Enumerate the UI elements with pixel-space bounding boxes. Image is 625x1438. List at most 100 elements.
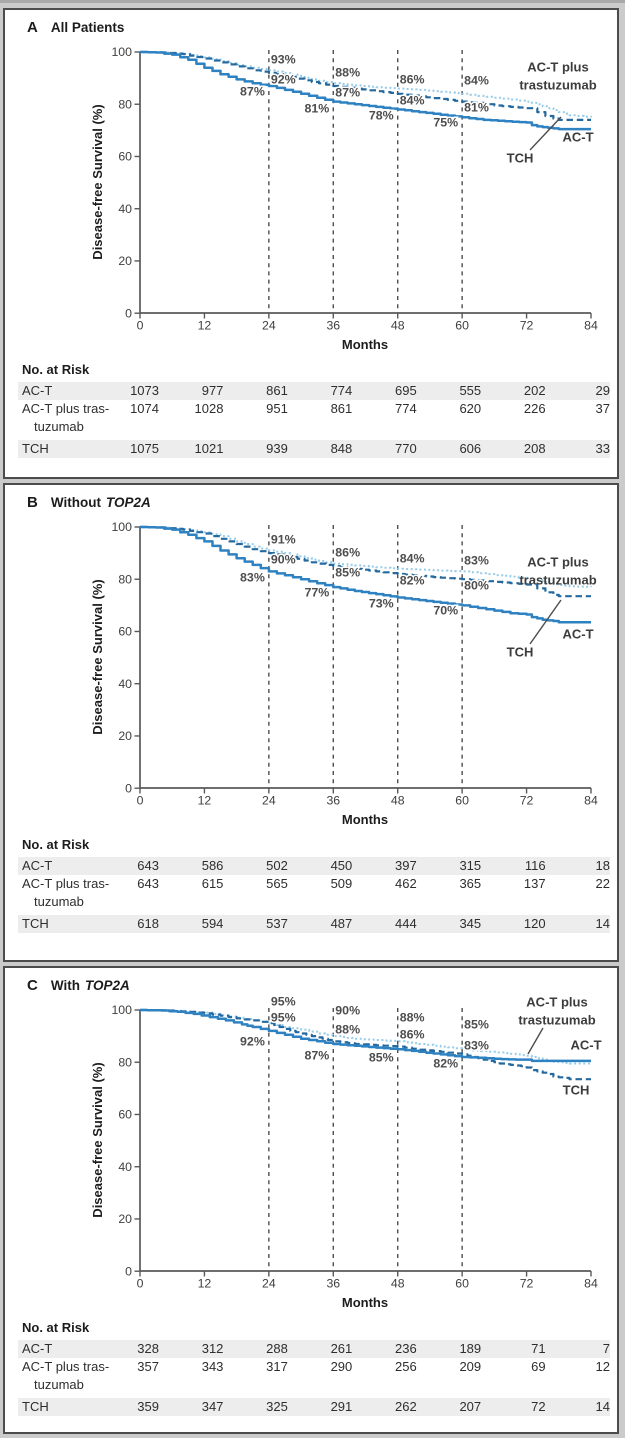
km-curve-tch [140, 525, 591, 598]
survival-pct-label: 83% [464, 553, 489, 567]
x-tick-label: 48 [391, 319, 405, 333]
curve-label: TCH [507, 151, 534, 166]
risk-row-label: tuzumab [34, 419, 84, 434]
risk-count: 502 [266, 858, 288, 873]
risk-count: 345 [459, 916, 482, 931]
y-tick-label: 60 [118, 150, 132, 164]
km-curve-tch [140, 50, 591, 121]
y-tick-label: 100 [111, 520, 132, 534]
survival-pct-label: 82% [400, 573, 425, 587]
panel-title-italic: TOP2A [84, 978, 130, 993]
risk-count: 14 [595, 916, 610, 931]
curve-label: TCH [507, 645, 534, 660]
panel-title-italic: TOP2A [105, 495, 151, 510]
risk-count: 256 [395, 1359, 417, 1374]
risk-row-label: TCH [22, 916, 49, 931]
risk-count: 620 [459, 401, 482, 416]
risk-count: 861 [330, 401, 353, 416]
risk-count: 262 [395, 1399, 417, 1414]
risk-count: 1074 [130, 401, 159, 416]
x-tick-label: 72 [520, 794, 534, 808]
risk-row-stripe [18, 382, 610, 400]
survival-pct-label: 90% [271, 552, 296, 566]
x-tick-label: 0 [137, 319, 144, 333]
risk-count: 226 [523, 401, 546, 416]
curve-pointer-line [529, 599, 562, 645]
y-axis-title: Disease-free Survival (%) [90, 104, 105, 259]
risk-row-label: AC-T [22, 858, 53, 873]
curve-label: AC-T [562, 130, 593, 145]
curve-pointer-line [527, 1027, 544, 1055]
risk-count: 14 [595, 1399, 610, 1414]
y-tick-label: 40 [118, 1160, 132, 1174]
panel-letter: C [27, 977, 38, 994]
y-tick-label: 60 [118, 1108, 132, 1122]
risk-count: 695 [395, 383, 417, 398]
risk-count: 312 [201, 1341, 224, 1356]
risk-count: 848 [330, 441, 353, 456]
x-tick-label: 84 [584, 794, 598, 808]
risk-count: 565 [266, 876, 288, 891]
risk-count: 594 [201, 916, 224, 931]
risk-count: 290 [330, 1359, 353, 1374]
y-tick-label: 80 [118, 1055, 132, 1069]
risk-count: 209 [459, 1359, 482, 1374]
risk-count: 357 [137, 1359, 159, 1374]
x-tick-label: 84 [584, 319, 598, 333]
curve-label: trastuzumab [519, 573, 596, 588]
survival-pct-label: 86% [400, 72, 425, 86]
y-axis-title: Disease-free Survival (%) [90, 1062, 105, 1217]
risk-table-with-top2a: No. at Risk AC-T 328 312 288 261 236 189 71 7 AC-T… [5, 968, 617, 1432]
y-tick-label: 40 [118, 202, 132, 216]
survival-pct-label: 81% [464, 100, 489, 114]
x-tick-label: 0 [137, 1277, 144, 1291]
km-curve-ac-t-plus-trastuzumab [140, 51, 592, 118]
survival-pct-label: 84% [464, 73, 489, 87]
risk-count: 189 [459, 1341, 482, 1356]
risk-count: 487 [330, 916, 353, 931]
y-tick-label: 20 [118, 1212, 132, 1226]
survival-pct-label: 92% [240, 1034, 265, 1048]
survival-pct-label: 80% [464, 578, 489, 592]
survival-pct-label: 84% [400, 551, 425, 565]
survival-pct-label: 86% [335, 545, 360, 559]
km-curve-ac-t-plus-trastuzumab [140, 526, 592, 588]
x-tick-label: 12 [198, 794, 212, 808]
km-plot-with-top2a: 0 20 40 60 80 100 0 12 24 36 48 60 72 84 Months Disease… [90, 996, 602, 1310]
risk-count: 774 [330, 383, 353, 398]
risk-count: 69 [531, 1359, 546, 1374]
survival-pct-label: 88% [335, 65, 360, 79]
risk-count: 462 [395, 876, 417, 891]
panel-title-text: All Patients [50, 20, 125, 35]
risk-count: 18 [595, 858, 610, 873]
km-curve-tch [140, 1008, 591, 1081]
panel-letter: A [27, 19, 38, 36]
survival-pct-label: 91% [271, 532, 296, 546]
risk-count: 774 [395, 401, 417, 416]
risk-row-label: tuzumab [34, 1377, 84, 1392]
x-tick-label: 72 [520, 1277, 534, 1291]
panel-without-top2a: B Without TOP2A 0 20 40 60 80 100 0 12 24 36 48 60 72 8… [3, 483, 619, 962]
panel-with-top2a: C With TOP2A 0 20 40 60 80 100 0 12 24 36 48 60 72 84 Mo… [3, 966, 619, 1434]
km-curve-ac-t [140, 525, 591, 624]
survival-pct-label: 85% [335, 565, 360, 579]
curve-label: trastuzumab [518, 1013, 595, 1028]
x-tick-label: 48 [391, 794, 405, 808]
x-tick-label: 60 [455, 794, 469, 808]
risk-count: 208 [523, 441, 546, 456]
survival-pct-label: 75% [433, 115, 458, 129]
survival-pct-label: 87% [335, 85, 360, 99]
y-tick-label: 100 [111, 45, 132, 59]
curve-label: TCH [563, 1083, 590, 1098]
risk-row-label: TCH [22, 441, 49, 456]
risk-row-label: tuzumab [34, 894, 84, 909]
risk-count: 202 [523, 383, 546, 398]
risk-row-stripe [18, 857, 610, 875]
risk-count: 33 [595, 441, 610, 456]
risk-count: 207 [459, 1399, 482, 1414]
y-tick-label: 0 [125, 306, 132, 320]
x-tick-label: 48 [391, 1277, 405, 1291]
x-tick-label: 60 [455, 1277, 469, 1291]
risk-count: 1073 [130, 383, 159, 398]
